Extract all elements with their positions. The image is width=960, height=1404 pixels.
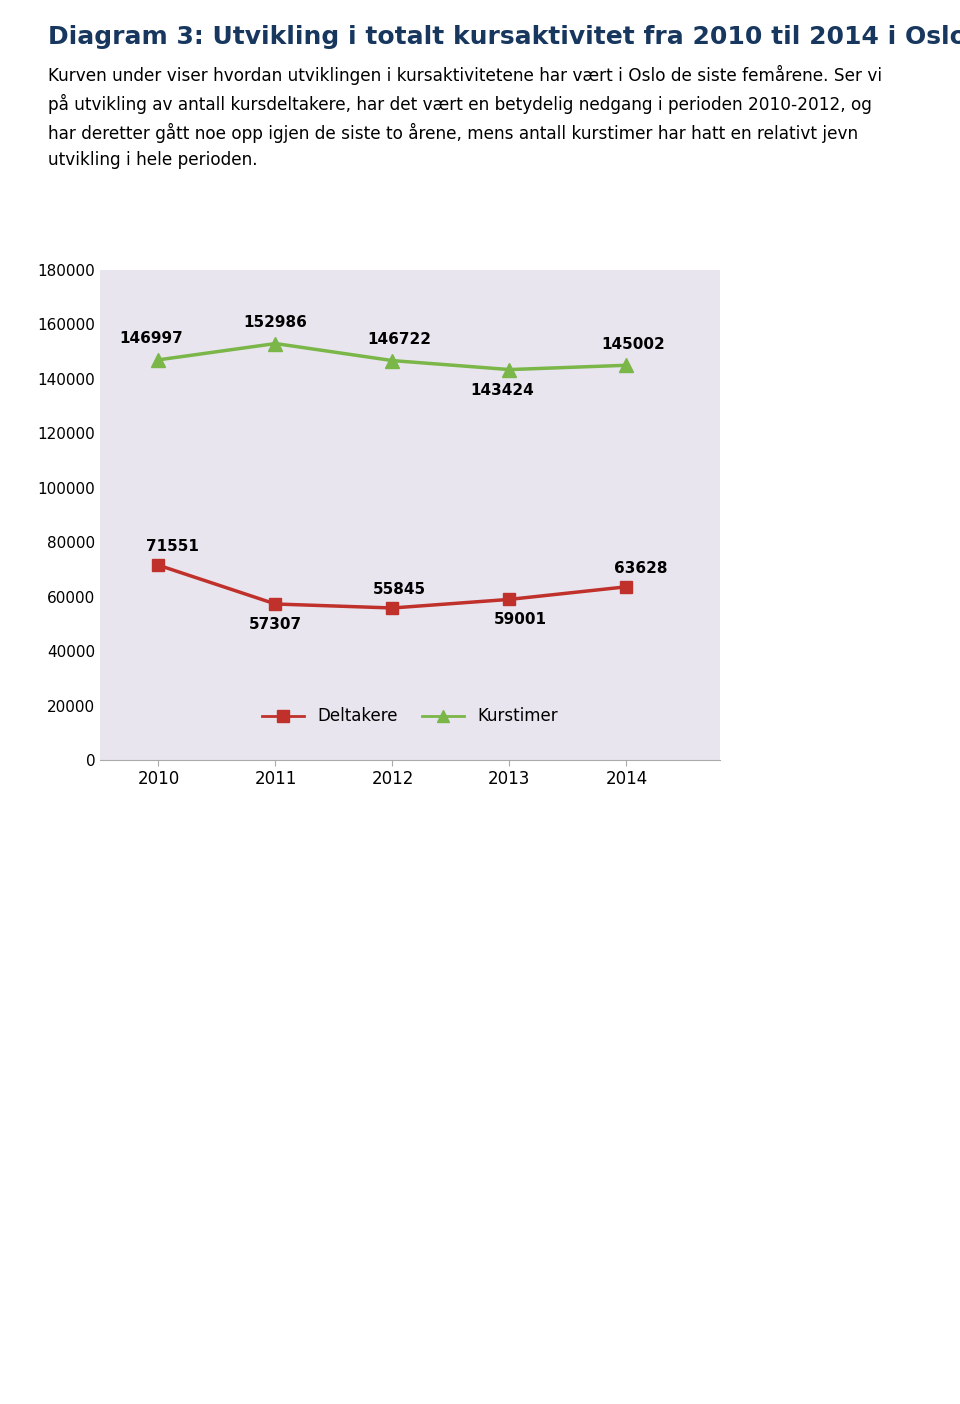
Text: 146722: 146722 bbox=[368, 331, 431, 347]
Text: 71551: 71551 bbox=[146, 539, 199, 555]
Text: 152986: 152986 bbox=[244, 314, 307, 330]
Text: 59001: 59001 bbox=[494, 612, 547, 628]
Text: 57307: 57307 bbox=[249, 616, 302, 632]
Text: 143424: 143424 bbox=[470, 382, 535, 397]
Text: 63628: 63628 bbox=[613, 562, 667, 576]
Text: 145002: 145002 bbox=[602, 337, 665, 351]
Text: Diagram 3: Utvikling i totalt kursaktivitet fra 2010 til 2014 i Oslo: Diagram 3: Utvikling i totalt kursaktivi… bbox=[48, 25, 960, 49]
Text: 146997: 146997 bbox=[120, 331, 183, 347]
Legend: Deltakere, Kurstimer: Deltakere, Kurstimer bbox=[255, 701, 564, 731]
Text: 55845: 55845 bbox=[372, 583, 426, 597]
Text: Kurven under viser hvordan utviklingen i kursaktivitetene har vært i Oslo de sis: Kurven under viser hvordan utviklingen i… bbox=[48, 65, 882, 168]
Text: 13: 13 bbox=[851, 1360, 873, 1375]
